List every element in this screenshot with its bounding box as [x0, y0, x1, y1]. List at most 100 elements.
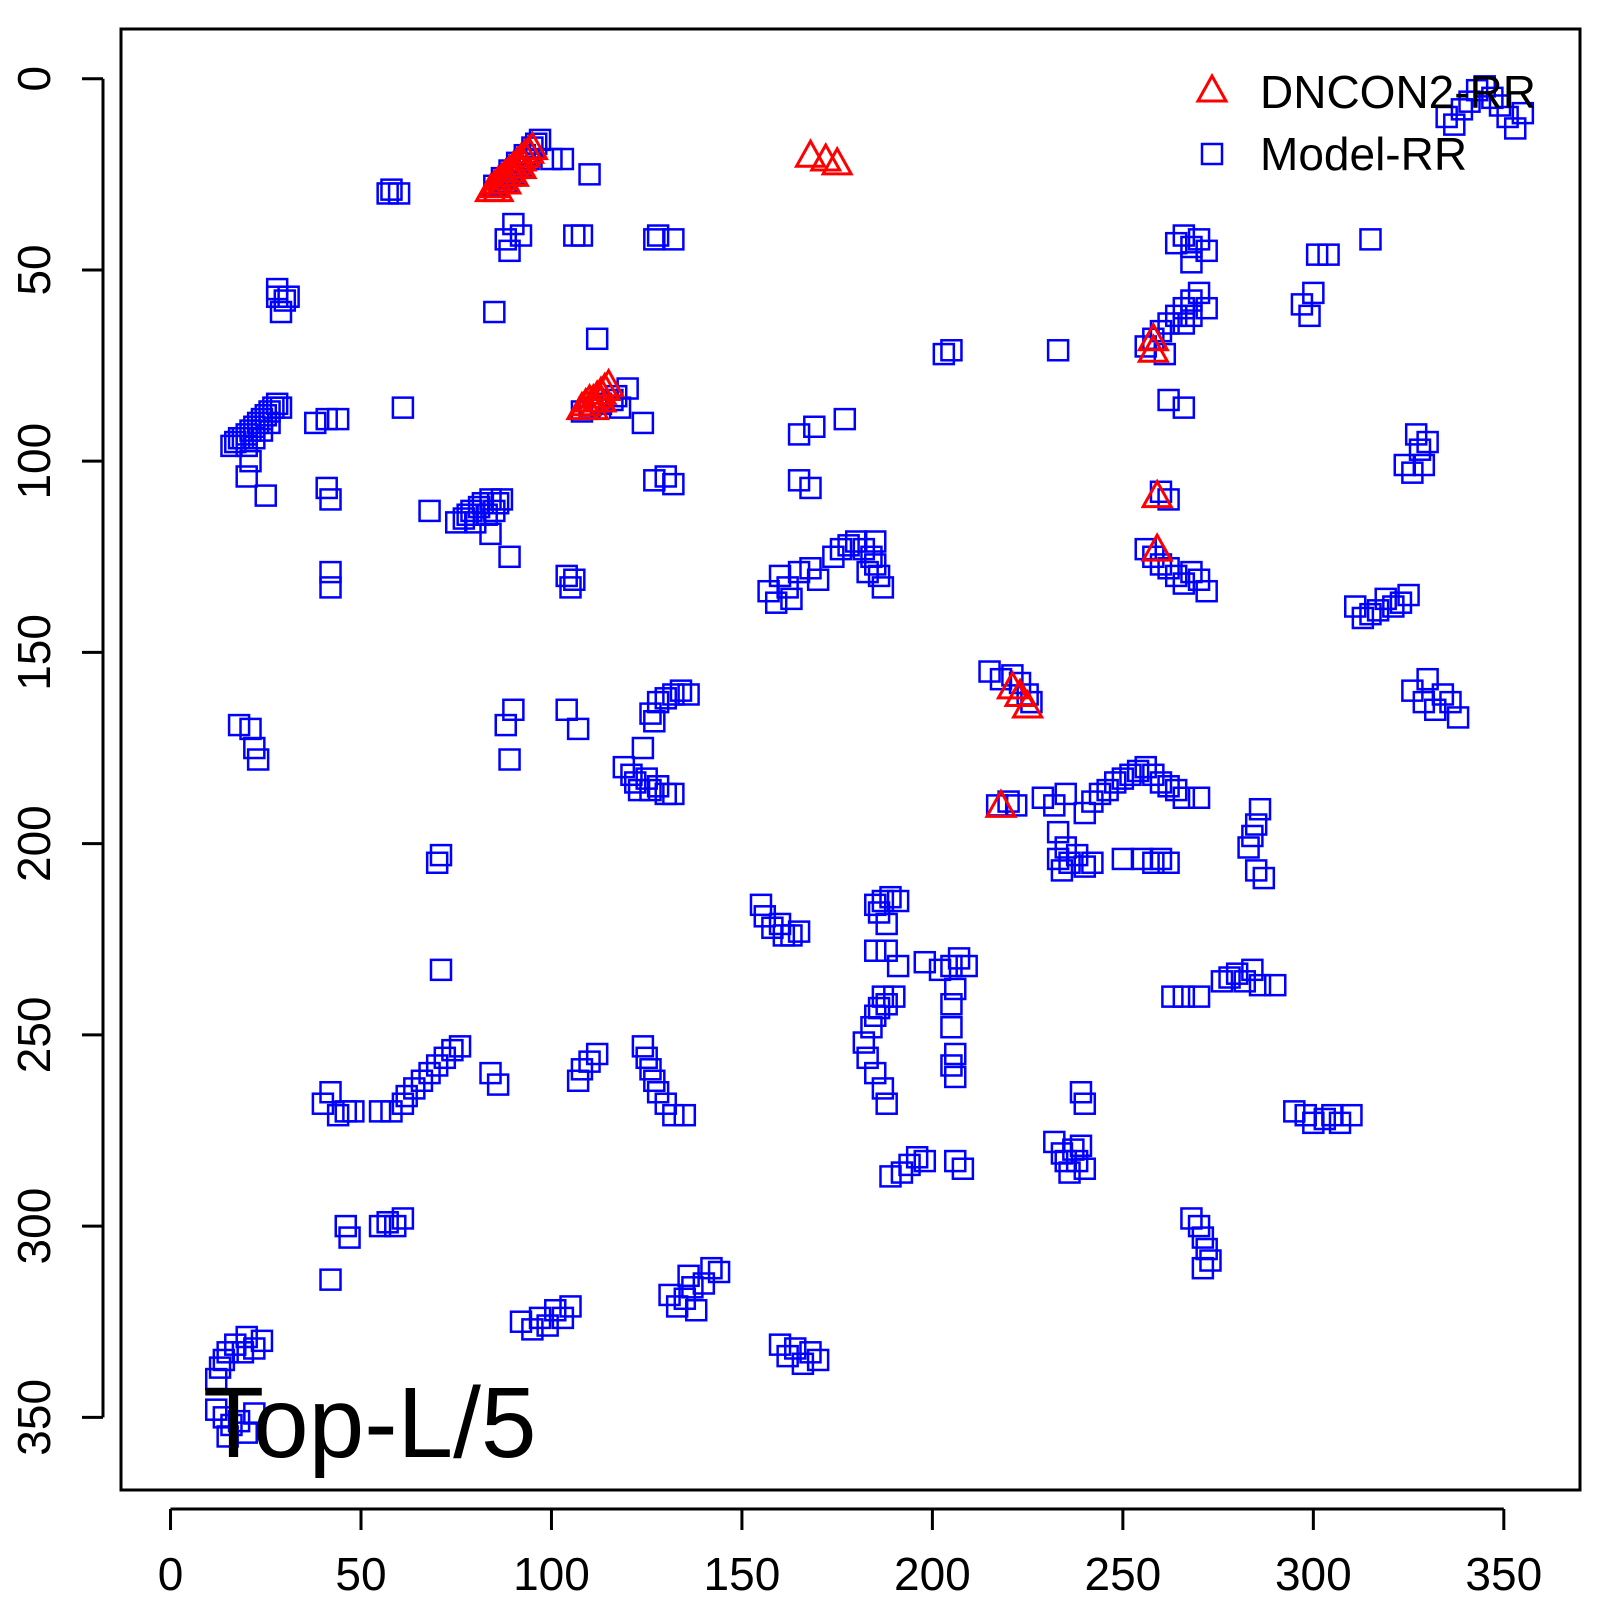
square-point	[521, 1318, 544, 1341]
square-point	[1416, 667, 1439, 691]
square-point	[273, 289, 297, 312]
square-point	[250, 1329, 274, 1353]
square-point	[662, 1103, 685, 1127]
square-point	[254, 404, 278, 427]
legend-triangle-icon	[1195, 72, 1229, 103]
square-point	[1111, 847, 1135, 871]
square-point	[1073, 1157, 1097, 1180]
square-point	[1195, 579, 1218, 603]
square-point	[662, 228, 685, 251]
square-point	[502, 212, 525, 236]
square-point	[1119, 763, 1142, 787]
square-point	[429, 958, 453, 982]
square-point	[799, 557, 822, 580]
square-point	[315, 476, 338, 500]
square-point	[875, 1092, 898, 1115]
square-point	[208, 1356, 232, 1379]
square-point	[764, 591, 788, 614]
square-point	[1343, 595, 1367, 618]
x-tick-label: 200	[894, 1548, 971, 1600]
square-point	[1511, 101, 1535, 125]
square-point	[269, 396, 293, 419]
square-point	[585, 327, 609, 351]
square-point	[216, 1341, 239, 1364]
square-point	[254, 484, 278, 507]
square-point	[1416, 430, 1439, 454]
square-point	[319, 1268, 342, 1291]
square-point	[1359, 602, 1382, 626]
square-point	[1157, 488, 1180, 511]
square-point	[856, 560, 879, 584]
square-point	[1408, 438, 1432, 461]
y-tick-label: 250	[8, 996, 60, 1073]
square-point	[403, 1077, 426, 1100]
square-point	[1001, 664, 1024, 687]
square-point	[1180, 235, 1203, 259]
square-point	[1404, 423, 1428, 446]
square-point	[1065, 843, 1089, 867]
square-point	[875, 939, 898, 962]
triangle-point	[1136, 321, 1170, 352]
square-point	[319, 1080, 342, 1104]
square-point	[490, 488, 514, 511]
data-points	[204, 75, 1535, 1448]
triangle-point	[984, 788, 1018, 818]
square-point	[1046, 339, 1070, 362]
square-point	[639, 1058, 662, 1081]
square-point	[376, 1211, 399, 1234]
square-point	[1481, 86, 1504, 110]
series-dncon2-rr	[473, 130, 1174, 818]
x-tick-label: 100	[513, 1548, 590, 1600]
square-point	[1244, 813, 1268, 836]
square-point	[898, 1153, 921, 1177]
y-tick-label: 100	[8, 423, 60, 500]
square-point	[875, 993, 898, 1016]
square-point	[803, 415, 826, 439]
square-point	[1050, 859, 1074, 882]
square-point	[1180, 560, 1203, 584]
square-point	[662, 782, 685, 806]
square-point	[654, 1092, 677, 1115]
square-point	[852, 1031, 876, 1054]
corner-annotation: Top-L/5	[203, 1367, 537, 1479]
square-point	[559, 1295, 582, 1318]
square-point	[864, 530, 887, 553]
square-point	[243, 736, 266, 760]
square-point	[1195, 239, 1218, 263]
square-point	[265, 277, 289, 301]
square-point	[387, 182, 411, 205]
square-point	[1218, 966, 1241, 989]
square-point	[677, 683, 700, 706]
square-point	[326, 1103, 350, 1127]
square-point	[319, 560, 342, 584]
square-point	[486, 1073, 510, 1096]
square-point	[1263, 973, 1287, 997]
square-point	[246, 411, 270, 435]
triangle-point	[995, 669, 1029, 700]
square-point	[1328, 1111, 1352, 1135]
square-point	[871, 889, 895, 913]
square-point	[631, 411, 655, 435]
square-point	[1241, 824, 1264, 848]
y-tick-label: 150	[8, 614, 60, 691]
square-point	[932, 342, 956, 366]
square-point	[433, 1046, 457, 1070]
square-point	[944, 1065, 967, 1089]
square-point	[1054, 836, 1077, 859]
square-point	[1465, 78, 1489, 102]
square-point	[555, 564, 578, 588]
square-point	[1149, 553, 1173, 576]
square-point	[1157, 851, 1180, 875]
square-point	[498, 545, 521, 569]
square-point	[940, 1054, 963, 1077]
square-point	[1043, 1130, 1066, 1154]
square-point	[1248, 797, 1272, 821]
square-point	[1366, 599, 1390, 622]
square-point	[1062, 1138, 1085, 1161]
square-point	[1450, 98, 1474, 121]
y-tick-label: 200	[8, 805, 60, 882]
square-point	[856, 1046, 879, 1070]
square-point	[578, 163, 601, 186]
triangle-point	[576, 390, 610, 421]
square-point	[1073, 855, 1097, 878]
